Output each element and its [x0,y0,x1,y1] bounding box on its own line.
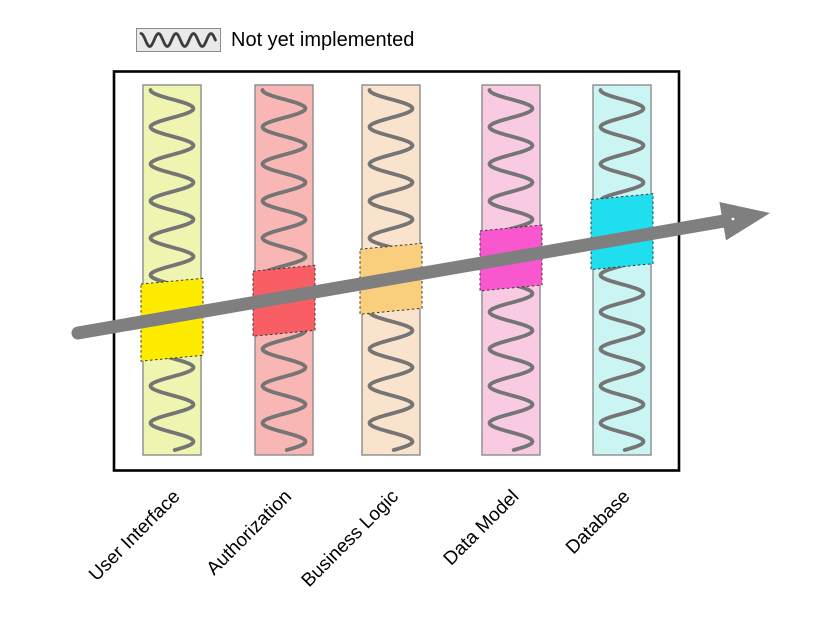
diagram-frame [112,70,681,472]
legend-squiggle-path [139,32,217,48]
not-implemented-swatch [136,28,221,52]
legend: Not yet implemented [136,28,414,52]
layer-column-user-interface [142,84,202,456]
arrowhead-dot [731,217,735,221]
squiggle-database [598,88,646,452]
implemented-segment-database [590,193,654,271]
legend-label: Not yet implemented [231,29,415,51]
progress-arrowhead [719,202,770,241]
squiggle-user-interface [148,88,196,452]
squiggle-icon [139,32,217,48]
layer-column-database [592,84,652,456]
progress-arrow-shaft [71,213,736,340]
